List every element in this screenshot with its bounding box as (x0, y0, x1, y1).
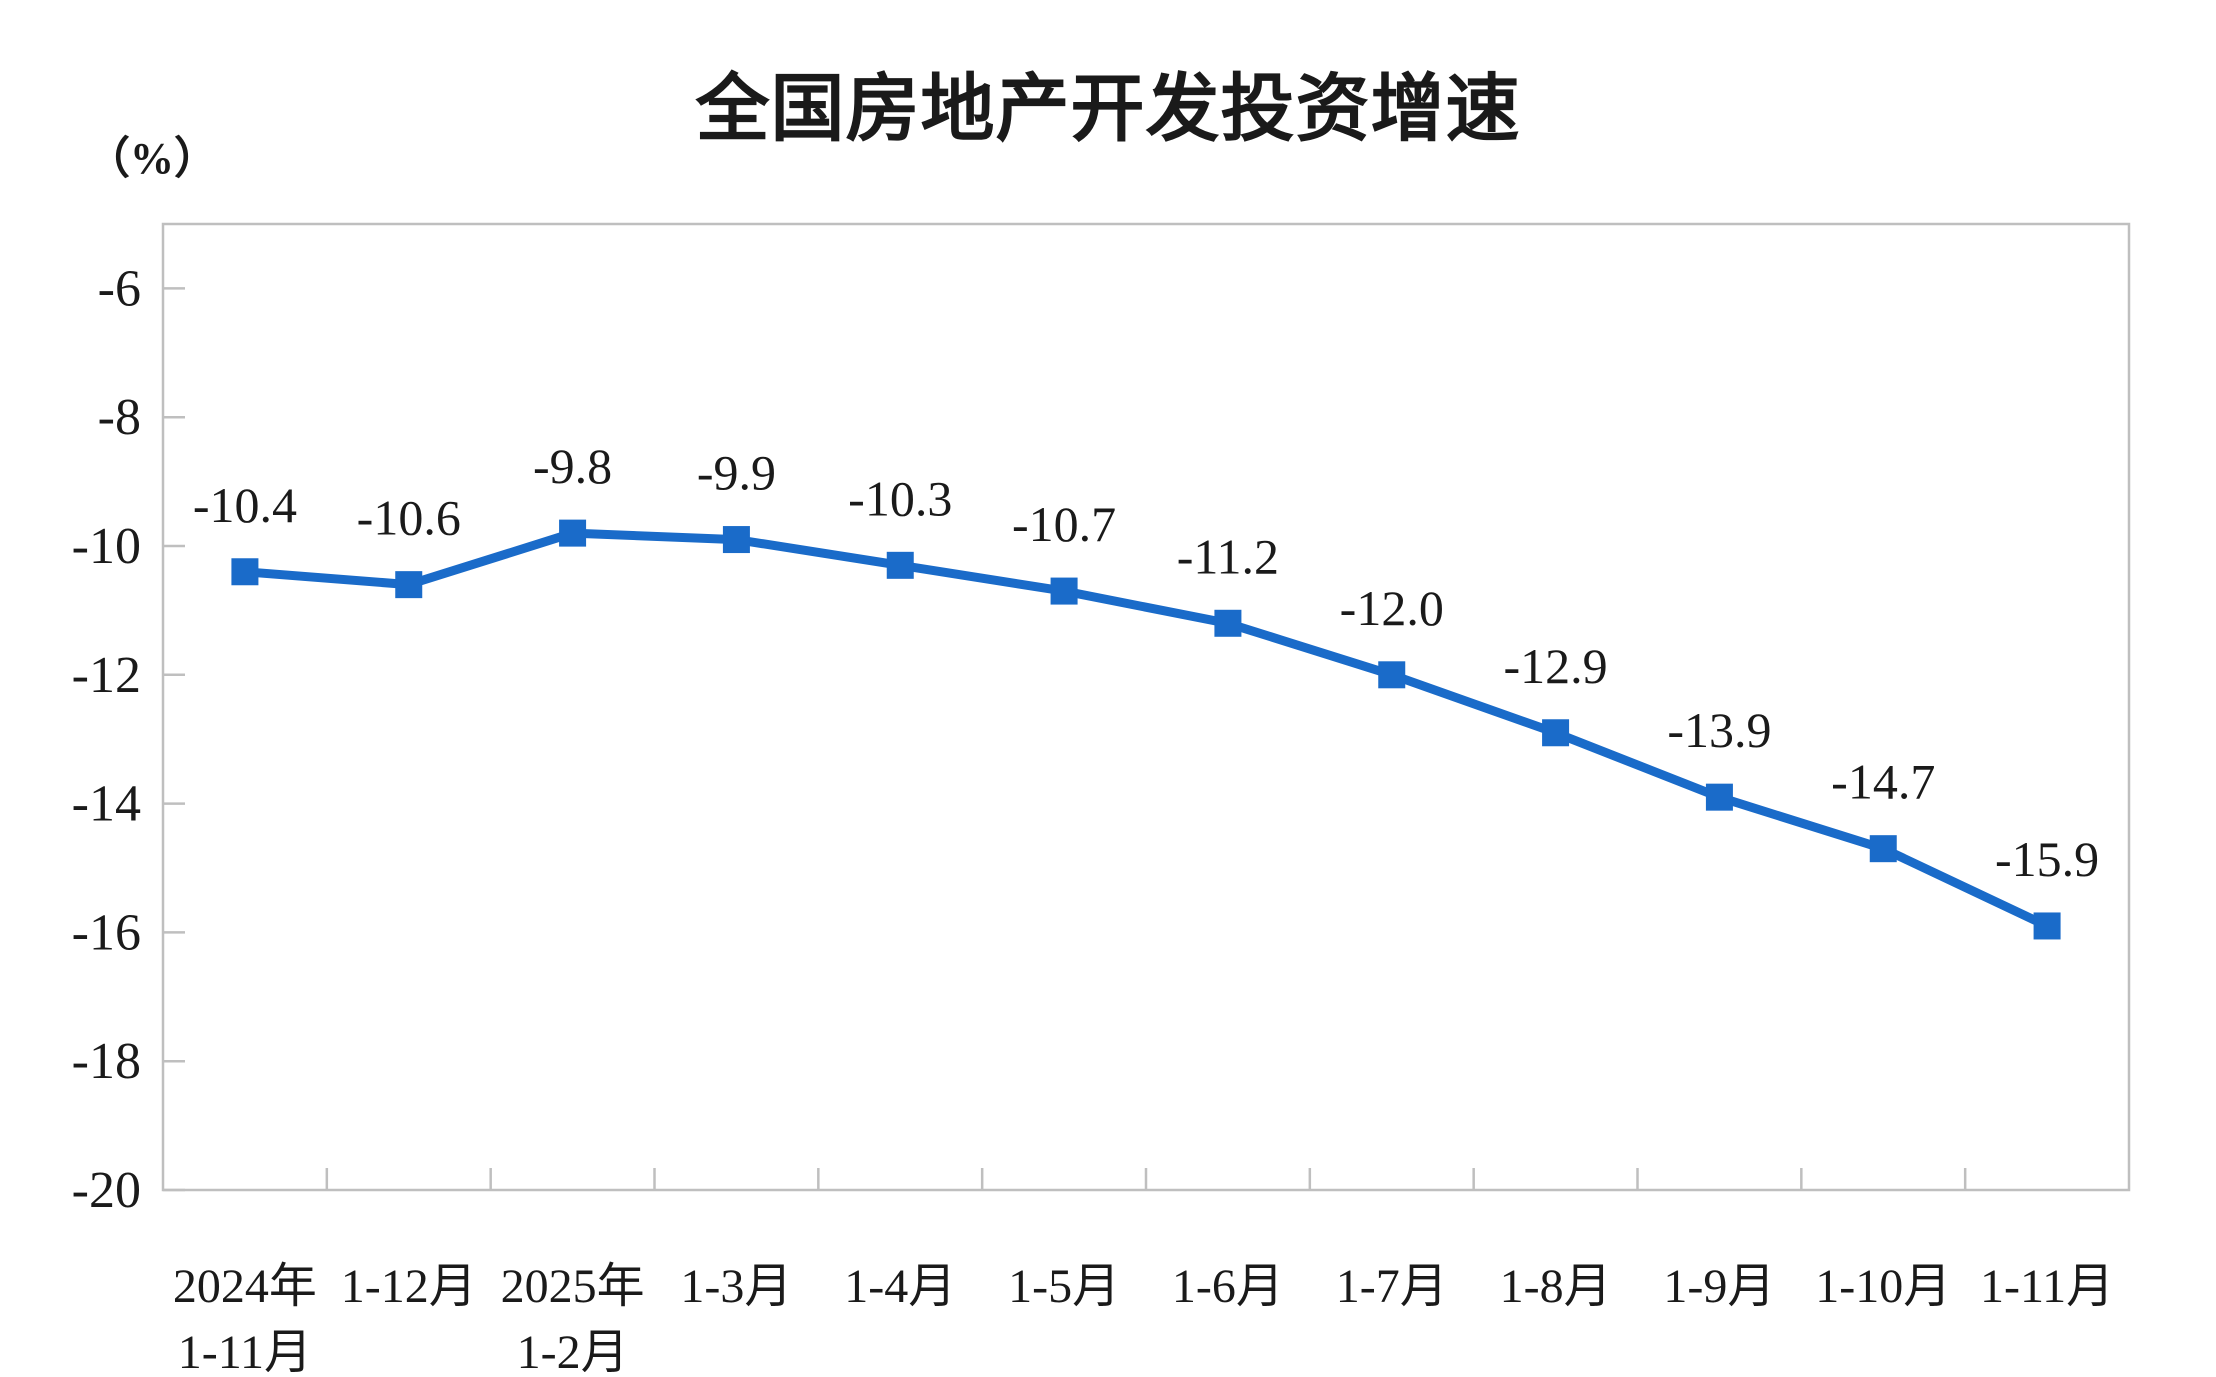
data-point-label: -12.9 (1504, 638, 1608, 694)
x-category-label: 1-6月 (1172, 1260, 1284, 1313)
x-category-label: 2025年 (501, 1260, 645, 1313)
x-category-label: 1-5月 (1008, 1260, 1120, 1313)
data-point-marker (1378, 661, 1406, 689)
x-category-label: 1-3月 (680, 1260, 792, 1313)
y-axis-tick-label: -10 (72, 518, 141, 575)
data-point-label: -13.9 (1667, 702, 1771, 758)
data-point-marker (1542, 719, 1570, 747)
x-category-label: 1-11月 (1980, 1260, 2114, 1313)
y-axis-tick-label: -20 (72, 1162, 141, 1219)
x-category-label: 1-4月 (844, 1260, 956, 1313)
x-category-label-line2: 1-11月 (178, 1326, 312, 1372)
x-category-label: 1-7月 (1336, 1260, 1448, 1313)
x-category-label: 1-8月 (1500, 1260, 1612, 1313)
data-point-marker (395, 571, 423, 599)
data-point-label: -10.7 (1012, 496, 1116, 552)
data-point-marker (1214, 609, 1242, 637)
data-point-label: -9.8 (533, 438, 612, 494)
data-point-label: -14.7 (1831, 754, 1935, 810)
data-point-marker (559, 519, 587, 547)
data-point-label: -9.9 (697, 445, 776, 501)
x-category-label: 2024年 (173, 1260, 317, 1313)
data-point-label: -10.3 (848, 470, 952, 526)
y-axis-tick-label: -8 (98, 389, 141, 446)
data-point-marker (1869, 835, 1897, 863)
chart-title: 全国房地产开发投资增速 (695, 67, 1521, 150)
data-point-marker (722, 526, 750, 554)
data-point-label: -12.0 (1340, 580, 1444, 636)
y-axis-tick-label: -6 (98, 260, 141, 317)
data-point-label: -10.4 (193, 477, 297, 533)
series-line (240, 528, 2052, 931)
data-point-marker (1050, 577, 1078, 605)
x-category-label: 1-12月 (341, 1260, 477, 1313)
data-point-label: -10.6 (357, 490, 461, 546)
y-axis-unit-label: （%） (86, 134, 218, 183)
x-category-label: 1-10月 (1815, 1260, 1951, 1313)
data-point-marker (231, 558, 259, 586)
data-point-label: -15.9 (1995, 831, 2099, 887)
y-axis-tick-label: -12 (72, 647, 141, 704)
data-point-label: -11.2 (1177, 528, 1279, 584)
x-category-label-line2: 1-2月 (517, 1326, 629, 1372)
y-axis-tick-label: -18 (72, 1033, 141, 1090)
plot-area-border (161, 222, 2131, 1192)
data-point-marker (886, 551, 914, 579)
y-axis-tick-label: -16 (72, 904, 141, 961)
y-axis-tick-label: -14 (72, 776, 141, 833)
data-point-marker (2033, 912, 2061, 940)
x-category-label: 1-9月 (1663, 1260, 1775, 1313)
data-point-marker (1705, 783, 1733, 811)
